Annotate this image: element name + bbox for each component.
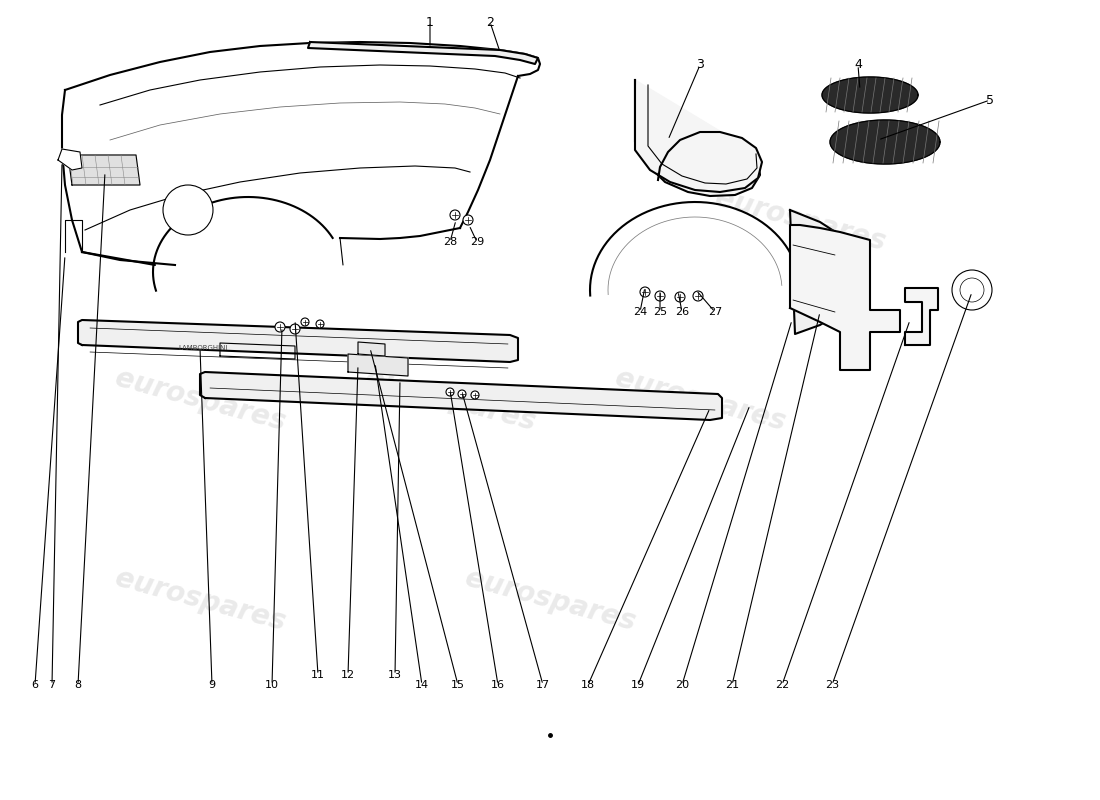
Text: 14: 14 [415, 680, 429, 690]
Circle shape [960, 278, 984, 302]
Circle shape [471, 391, 478, 399]
Text: eurospares: eurospares [462, 564, 638, 636]
Circle shape [693, 291, 703, 301]
Polygon shape [348, 354, 408, 376]
Circle shape [654, 291, 666, 301]
Text: 16: 16 [491, 680, 505, 690]
Polygon shape [635, 80, 760, 196]
Text: 4: 4 [854, 58, 862, 71]
Text: 5: 5 [986, 94, 994, 106]
Text: 2: 2 [486, 15, 494, 29]
Text: 10: 10 [265, 680, 279, 690]
Circle shape [275, 322, 285, 332]
Polygon shape [905, 288, 938, 345]
Text: 17: 17 [536, 680, 550, 690]
Text: 25: 25 [653, 307, 667, 317]
Text: 1: 1 [426, 15, 433, 29]
Circle shape [952, 270, 992, 310]
Circle shape [450, 210, 460, 220]
Polygon shape [68, 155, 140, 185]
Text: eurospares: eurospares [712, 184, 889, 256]
Text: 26: 26 [675, 307, 689, 317]
Text: 11: 11 [311, 670, 324, 680]
Text: 28: 28 [443, 237, 458, 247]
Text: eurospares: eurospares [111, 364, 288, 436]
Circle shape [316, 320, 324, 328]
Polygon shape [308, 42, 538, 64]
Polygon shape [635, 80, 762, 192]
Text: 7: 7 [48, 680, 56, 690]
Circle shape [458, 390, 466, 398]
Text: eurospares: eurospares [612, 364, 789, 436]
Text: 20: 20 [675, 680, 689, 690]
Circle shape [163, 185, 213, 235]
Circle shape [290, 324, 300, 334]
Text: 19: 19 [631, 680, 645, 690]
Text: 13: 13 [388, 670, 401, 680]
Text: 18: 18 [581, 680, 595, 690]
Circle shape [675, 292, 685, 302]
Text: 29: 29 [470, 237, 484, 247]
Polygon shape [790, 210, 840, 334]
Text: 6: 6 [32, 680, 39, 690]
Polygon shape [58, 149, 82, 170]
Polygon shape [78, 320, 518, 362]
Text: 23: 23 [825, 680, 839, 690]
Text: 8: 8 [75, 680, 81, 690]
Circle shape [301, 318, 309, 326]
Text: 22: 22 [774, 680, 789, 690]
Circle shape [640, 287, 650, 297]
Text: 15: 15 [451, 680, 465, 690]
Text: 21: 21 [725, 680, 739, 690]
Text: 12: 12 [341, 670, 355, 680]
Text: 3: 3 [696, 58, 704, 71]
Polygon shape [200, 372, 722, 420]
Text: 24: 24 [632, 307, 647, 317]
Text: eurospares: eurospares [362, 364, 538, 436]
Text: 27: 27 [708, 307, 722, 317]
Circle shape [446, 388, 454, 396]
Text: 9: 9 [208, 680, 216, 690]
Text: LAMBORGHINI: LAMBORGHINI [178, 345, 228, 351]
Polygon shape [830, 120, 940, 164]
Polygon shape [358, 342, 385, 356]
Polygon shape [790, 225, 900, 370]
Text: eurospares: eurospares [111, 564, 288, 636]
Circle shape [463, 215, 473, 225]
Polygon shape [822, 77, 918, 113]
